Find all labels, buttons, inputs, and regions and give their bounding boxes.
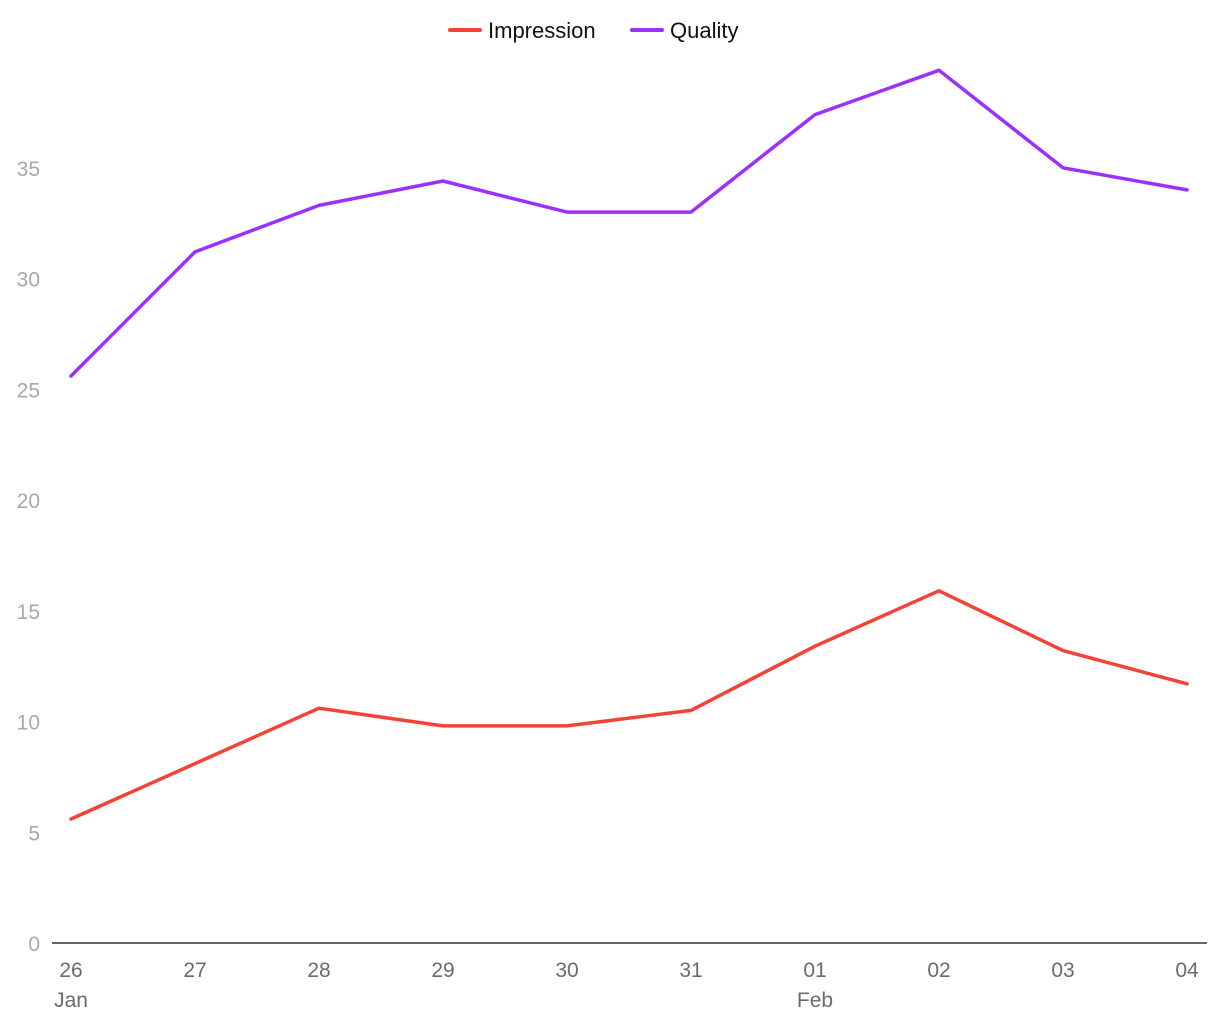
legend: Impression Quality (448, 18, 738, 43)
series-group (69, 68, 1189, 821)
legend-label: Quality (670, 18, 738, 43)
y-tick-label: 5 (28, 822, 40, 845)
y-tick-label: 30 (17, 269, 40, 292)
x-tick-label: 30 (555, 959, 578, 982)
y-tick-label: 10 (17, 712, 40, 735)
x-tick-label: 27 (183, 959, 206, 982)
x-tick-label: 01 (803, 959, 826, 982)
x-axis: 26 Jan 27 28 29 30 31 01 Feb 02 03 04 (52, 942, 1207, 1012)
y-tick-label: 25 (17, 379, 40, 402)
y-tick-label: 20 (17, 490, 40, 513)
y-tick-label: 35 (17, 158, 40, 181)
y-tick-label: 15 (17, 601, 40, 624)
x-tick-label: 28 (307, 959, 330, 982)
y-tick-label: 0 (28, 933, 40, 956)
x-tick-label: 31 (679, 959, 702, 982)
series-line-impression (69, 589, 1189, 821)
legend-item-quality[interactable]: Quality (630, 18, 738, 43)
legend-item-impression[interactable]: Impression (448, 18, 596, 43)
x-tick-label: 04 (1175, 959, 1199, 982)
x-month-label: Feb (797, 989, 833, 1012)
x-tick-label: 29 (431, 959, 454, 982)
x-month-label: Jan (54, 989, 88, 1012)
series-line-quality (69, 68, 1189, 378)
y-axis: 0 5 10 15 20 25 30 35 (17, 158, 40, 956)
x-tick-label: 02 (927, 959, 950, 982)
legend-label: Impression (488, 18, 596, 43)
x-tick-label: 26 (59, 959, 82, 982)
x-tick-label: 03 (1051, 959, 1074, 982)
